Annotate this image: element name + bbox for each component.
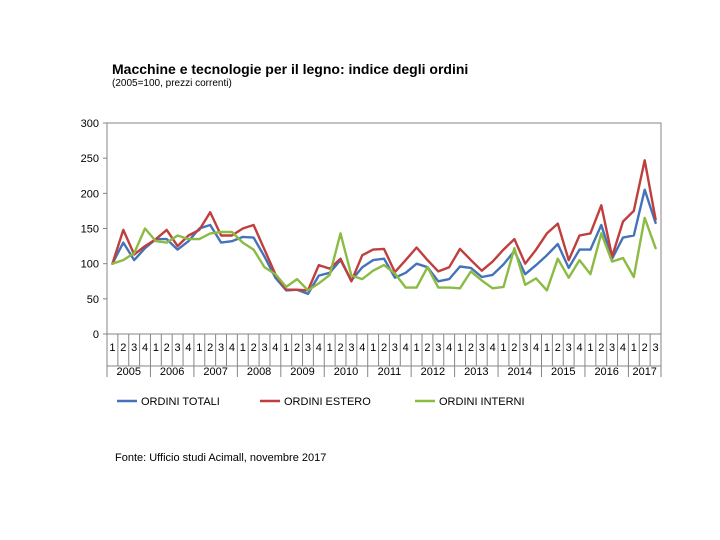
y-tick-label: 150 bbox=[81, 224, 99, 236]
y-tick-label: 100 bbox=[81, 259, 99, 271]
x-tick-label: 3 bbox=[348, 342, 354, 354]
x-tick-label: 4 bbox=[185, 342, 191, 354]
x-tick-label: 3 bbox=[392, 342, 398, 354]
x-tick-label: 4 bbox=[620, 342, 626, 354]
plot-frame bbox=[106, 122, 662, 335]
x-tick-label: 3 bbox=[609, 342, 615, 354]
year-label: 2010 bbox=[334, 366, 358, 378]
y-tick-label: 250 bbox=[81, 153, 99, 165]
x-tick-label: 2 bbox=[251, 342, 257, 354]
x-tick-label: 1 bbox=[109, 342, 115, 354]
x-tick-label: 3 bbox=[435, 342, 441, 354]
x-tick-label: 1 bbox=[153, 342, 159, 354]
x-tick-label: 4 bbox=[229, 342, 235, 354]
x-tick-label: 4 bbox=[272, 342, 278, 354]
x-tick-label: 3 bbox=[175, 342, 181, 354]
year-label: 2008 bbox=[247, 366, 271, 378]
year-label: 2013 bbox=[464, 366, 488, 378]
chart-legend: ORDINI TOTALI ORDINI ESTERO ORDINI INTERNI bbox=[117, 396, 525, 408]
x-tick-label: 4 bbox=[142, 342, 148, 354]
x-tick-label: 2 bbox=[381, 342, 387, 354]
chart-series-lines bbox=[111, 159, 657, 296]
x-tick-label: 4 bbox=[533, 342, 539, 354]
x-tick-label: 3 bbox=[218, 342, 224, 354]
y-tick-label: 50 bbox=[87, 294, 99, 306]
x-tick-label: 1 bbox=[370, 342, 376, 354]
x-tick-label: 3 bbox=[131, 342, 137, 354]
x-tick-label: 3 bbox=[305, 342, 311, 354]
year-label: 2014 bbox=[508, 366, 532, 378]
x-tick-label: 4 bbox=[446, 342, 452, 354]
year-label: 2015 bbox=[551, 366, 575, 378]
x-tick-label: 2 bbox=[555, 342, 561, 354]
chart-title: Macchine e tecnologie per il legno: indi… bbox=[112, 61, 469, 77]
year-label: 2016 bbox=[594, 366, 618, 378]
x-tick-label: 1 bbox=[587, 342, 593, 354]
x-tick-label: 2 bbox=[207, 342, 213, 354]
x-tick-label: 1 bbox=[240, 342, 246, 354]
x-tick-label: 2 bbox=[337, 342, 343, 354]
x-tick-label: 2 bbox=[120, 342, 126, 354]
x-tick-label: 4 bbox=[490, 342, 496, 354]
x-tick-label: 2 bbox=[294, 342, 300, 354]
source-note: Fonte: Ufficio studi Acimall, novembre 2… bbox=[115, 452, 327, 464]
x-tick-label: 1 bbox=[544, 342, 550, 354]
x-tick-label: 1 bbox=[457, 342, 463, 354]
x-tick-label: 3 bbox=[479, 342, 485, 354]
year-label: 2006 bbox=[160, 366, 184, 378]
series-line-ordini-interni bbox=[111, 216, 657, 292]
year-label: 2007 bbox=[203, 366, 227, 378]
series-line-ordini-estero bbox=[111, 159, 657, 292]
legend-label: ORDINI ESTERO bbox=[284, 396, 371, 408]
chart-subtitle: (2005=100, prezzi correnti) bbox=[112, 78, 232, 89]
x-tick-label: 1 bbox=[631, 342, 637, 354]
series-line-ordini-totali bbox=[111, 188, 657, 296]
legend-label: ORDINI INTERNI bbox=[439, 396, 525, 408]
y-tick-label: 200 bbox=[81, 188, 99, 200]
year-label: 2009 bbox=[290, 366, 314, 378]
year-label: 2012 bbox=[421, 366, 445, 378]
x-tick-label: 3 bbox=[522, 342, 528, 354]
x-tick-label: 3 bbox=[566, 342, 572, 354]
x-tick-label: 1 bbox=[414, 342, 420, 354]
x-tick-label: 2 bbox=[642, 342, 648, 354]
x-tick-label: 4 bbox=[403, 342, 409, 354]
legend-label: ORDINI TOTALI bbox=[141, 396, 220, 408]
year-label: 2011 bbox=[378, 366, 402, 378]
x-tick-label: 4 bbox=[576, 342, 582, 354]
x-tick-label: 1 bbox=[327, 342, 333, 354]
year-label: 2005 bbox=[116, 366, 140, 378]
x-tick-label: 3 bbox=[261, 342, 267, 354]
year-label: 2017 bbox=[632, 366, 656, 378]
x-tick-label: 2 bbox=[164, 342, 170, 354]
x-tick-label: 2 bbox=[424, 342, 430, 354]
x-tick-label: 3 bbox=[653, 342, 659, 354]
x-tick-label: 4 bbox=[316, 342, 322, 354]
x-tick-label: 1 bbox=[500, 342, 506, 354]
x-tick-label: 2 bbox=[468, 342, 474, 354]
x-tick-label: 1 bbox=[196, 342, 202, 354]
x-tick-label: 4 bbox=[359, 342, 365, 354]
x-tick-label: 2 bbox=[511, 342, 517, 354]
x-tick-label: 1 bbox=[283, 342, 289, 354]
y-tick-label: 0 bbox=[93, 329, 99, 341]
y-tick-label: 300 bbox=[81, 118, 99, 130]
x-tick-label: 2 bbox=[598, 342, 604, 354]
